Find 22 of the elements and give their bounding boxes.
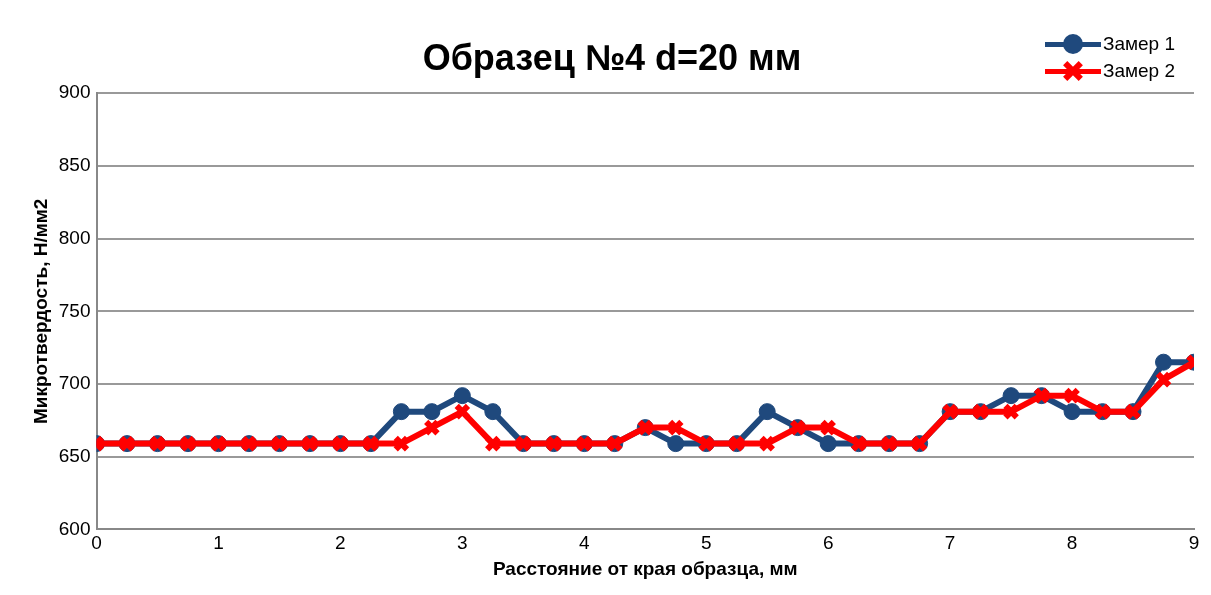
legend-label: Замер 1 [1102,32,1175,55]
y-tick-label: 700 [58,372,91,394]
x-tick-label: 5 [700,532,712,554]
y-tick-label: 650 [58,444,91,466]
x-tick-label: 1 [213,532,224,554]
x-tick-label: 3 [457,532,468,554]
y-tick-label: 600 [58,517,91,539]
x-axis-title: Расстояние от края образца, мм [492,557,798,579]
legend-label: Замер 2 [1102,59,1175,82]
y-tick-label: 800 [58,226,91,248]
x-tick-label: 8 [1066,532,1078,554]
x-tick-label: 7 [944,532,956,554]
x-tick-label: 4 [578,532,590,554]
x-tick-label: 6 [822,532,834,554]
x-tick-label: 0 [91,532,102,554]
x-tick-label: 2 [335,532,346,554]
x-tick-label: 9 [1188,532,1200,554]
y-tick-label: 750 [58,299,91,321]
y-tick-label: 900 [58,81,91,103]
y-axis-title: Микротвердость, Н/мм2 [29,198,51,424]
chart-title: Образец №4 d=20 мм [422,36,802,78]
y-tick-label: 850 [58,154,91,176]
